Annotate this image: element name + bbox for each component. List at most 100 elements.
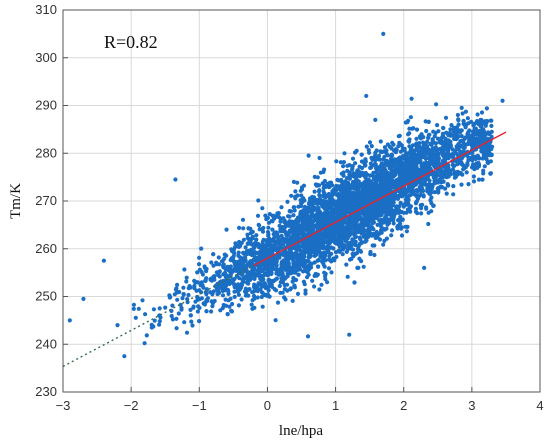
- data-point: [250, 229, 255, 234]
- data-point: [378, 139, 383, 144]
- data-point: [500, 98, 505, 103]
- data-point: [293, 189, 298, 194]
- data-point: [311, 243, 316, 248]
- data-point: [358, 237, 363, 242]
- data-point: [316, 212, 321, 217]
- data-point: [225, 312, 230, 317]
- data-point: [375, 222, 380, 227]
- data-point: [234, 268, 239, 273]
- data-point: [368, 232, 373, 238]
- data-point: [446, 138, 451, 143]
- data-point: [478, 140, 483, 145]
- data-point: [163, 305, 168, 310]
- data-point: [372, 177, 377, 182]
- data-point: [461, 118, 466, 124]
- data-point: [149, 325, 154, 330]
- data-point: [382, 154, 387, 160]
- data-point: [176, 311, 181, 316]
- data-point: [417, 144, 422, 149]
- data-point: [414, 141, 419, 146]
- data-point: [178, 302, 183, 307]
- fit-line: [253, 131, 507, 267]
- data-point: [270, 227, 275, 232]
- data-point: [443, 115, 449, 120]
- data-point: [439, 136, 444, 141]
- data-point: [197, 319, 202, 324]
- data-point: [362, 209, 367, 214]
- data-point: [410, 169, 415, 174]
- data-point: [373, 150, 378, 155]
- data-point: [252, 276, 257, 281]
- data-point: [188, 313, 193, 318]
- data-point: [157, 306, 162, 311]
- data-point: [256, 198, 261, 203]
- data-point: [346, 181, 351, 186]
- data-point: [432, 134, 437, 139]
- data-point: [209, 299, 214, 304]
- data-point: [427, 178, 432, 183]
- data-point: [351, 197, 356, 202]
- data-point: [256, 270, 261, 275]
- data-point: [414, 127, 420, 132]
- data-point: [299, 185, 304, 190]
- data-point: [464, 170, 469, 175]
- data-point: [229, 256, 234, 261]
- data-point: [394, 205, 399, 210]
- data-point: [310, 278, 315, 283]
- data-point: [257, 223, 262, 228]
- data-point: [430, 146, 435, 151]
- data-point: [266, 225, 271, 230]
- data-point: [409, 96, 414, 101]
- data-point: [304, 259, 309, 264]
- data-point: [212, 298, 217, 304]
- data-point: [289, 193, 294, 198]
- data-point: [300, 260, 305, 265]
- data-point: [306, 255, 311, 260]
- data-point: [277, 268, 282, 273]
- data-point: [473, 127, 478, 132]
- data-point: [444, 153, 449, 158]
- data-point: [186, 286, 191, 291]
- data-point: [406, 184, 411, 189]
- data-point: [308, 265, 314, 270]
- data-point: [341, 170, 346, 175]
- data-point: [384, 220, 389, 225]
- data-point: [196, 262, 202, 267]
- data-point: [324, 210, 329, 215]
- data-point: [478, 132, 483, 137]
- data-point: [283, 230, 288, 235]
- data-point: [240, 263, 245, 269]
- data-point: [312, 284, 317, 289]
- data-point: [416, 174, 421, 179]
- data-point: [489, 134, 494, 139]
- data-point: [292, 269, 297, 274]
- data-point: [370, 157, 375, 162]
- data-point: [441, 179, 446, 184]
- data-point: [251, 246, 256, 251]
- data-point: [270, 261, 276, 266]
- data-point: [436, 189, 441, 194]
- data-point: [278, 219, 283, 224]
- data-point: [428, 155, 433, 160]
- y-tick-label: 310: [35, 2, 57, 17]
- data-point: [245, 232, 250, 237]
- data-point: [282, 287, 287, 292]
- data-point: [321, 169, 326, 175]
- data-point: [364, 186, 369, 191]
- data-point: [292, 208, 297, 213]
- data-point: [143, 312, 148, 317]
- data-point: [340, 230, 345, 235]
- data-point: [422, 265, 427, 270]
- data-point: [380, 149, 385, 155]
- data-point: [363, 215, 368, 220]
- data-point: [174, 286, 179, 291]
- data-point: [307, 218, 312, 223]
- data-point: [318, 239, 323, 244]
- data-point: [409, 153, 414, 158]
- data-point: [347, 163, 352, 168]
- data-point: [250, 236, 255, 241]
- data-point: [378, 217, 383, 222]
- data-point: [131, 306, 136, 311]
- data-point: [448, 143, 453, 148]
